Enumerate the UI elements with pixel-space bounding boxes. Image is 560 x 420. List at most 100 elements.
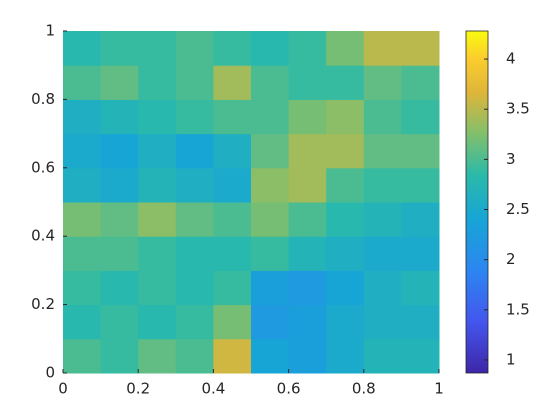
heat-cell — [326, 338, 365, 374]
heat-cell — [63, 202, 102, 237]
heat-cell — [100, 202, 139, 237]
heat-cell — [326, 65, 365, 100]
heat-cell — [401, 338, 440, 374]
heat-cell — [138, 167, 177, 203]
heat-cell — [363, 236, 402, 271]
heat-cell — [175, 31, 214, 66]
x-tick-label: 0 — [58, 380, 68, 398]
heat-cell — [288, 31, 327, 66]
colorbar — [465, 30, 489, 374]
heat-cell — [251, 99, 290, 135]
heat-cell — [175, 236, 214, 271]
y-tick-label: 0.2 — [31, 295, 55, 313]
heat-cell — [401, 202, 440, 237]
heat-cell — [63, 99, 102, 135]
heat-cell — [251, 167, 290, 203]
heat-cell — [100, 304, 139, 340]
x-tick-label: 0.6 — [277, 380, 301, 398]
heat-cell — [363, 338, 402, 374]
heat-cell — [63, 236, 102, 271]
heat-cell — [251, 236, 290, 271]
heat-cell — [401, 304, 440, 340]
heat-cell — [175, 65, 214, 100]
heat-cell — [401, 133, 440, 169]
heat-cell — [363, 133, 402, 169]
heat-cell — [100, 65, 139, 100]
heat-cell — [100, 270, 139, 306]
heat-cell — [401, 270, 440, 306]
heat-cell — [363, 65, 402, 100]
heat-cell — [63, 304, 102, 340]
heat-cell — [213, 236, 252, 271]
heat-cell — [175, 338, 214, 374]
heat-cell — [138, 338, 177, 374]
heat-cell — [363, 270, 402, 306]
heat-cell — [100, 133, 139, 169]
heat-cell — [251, 338, 290, 374]
heat-cell — [138, 31, 177, 66]
heat-cell — [100, 31, 139, 66]
heat-cell — [288, 236, 327, 271]
heat-cell — [175, 167, 214, 203]
heat-cell — [326, 304, 365, 340]
heat-cell — [401, 65, 440, 100]
colorbar-tick-label: 3 — [506, 150, 516, 168]
heat-cell — [363, 304, 402, 340]
colorbar-tick-label: 1.5 — [506, 300, 530, 318]
heat-cell — [363, 167, 402, 203]
y-tick-label: 0.6 — [31, 158, 55, 176]
heat-cell — [251, 133, 290, 169]
x-tick-label: 0.4 — [201, 380, 225, 398]
heat-cell — [213, 202, 252, 237]
heat-cell — [288, 167, 327, 203]
y-tick-label: 0.4 — [31, 227, 55, 245]
heat-cell — [213, 270, 252, 306]
heat-cell — [175, 99, 214, 135]
heat-cell — [138, 133, 177, 169]
heat-cell — [100, 338, 139, 374]
heat-cell — [213, 338, 252, 374]
colorbar-tick-label: 4 — [506, 50, 516, 68]
heat-cell — [175, 202, 214, 237]
heat-cell — [288, 270, 327, 306]
colorbar-tick-label: 3.5 — [506, 100, 530, 118]
heat-cell — [288, 99, 327, 135]
heat-cell — [326, 99, 365, 135]
heat-cell — [138, 99, 177, 135]
heat-cell — [175, 270, 214, 306]
heat-cell — [138, 65, 177, 100]
heat-cell — [326, 167, 365, 203]
heat-cell — [63, 167, 102, 203]
heat-cell — [401, 167, 440, 203]
heat-cell — [213, 99, 252, 135]
heat-cell — [363, 99, 402, 135]
heat-cell — [251, 270, 290, 306]
heat-cell — [213, 31, 252, 66]
heat-cell — [100, 167, 139, 203]
heat-cell — [63, 270, 102, 306]
heat-cell — [63, 65, 102, 100]
heat-cell — [251, 304, 290, 340]
y-tick-label: 0.8 — [31, 90, 55, 108]
heat-cell — [100, 99, 139, 135]
heat-cell — [213, 167, 252, 203]
x-tick-label: 0.2 — [126, 380, 150, 398]
heat-cell — [138, 270, 177, 306]
colorbar-tick-label: 2.5 — [506, 200, 530, 218]
heat-cell — [138, 304, 177, 340]
heat-cell — [363, 202, 402, 237]
heat-cell — [401, 31, 440, 66]
heat-cell — [288, 338, 327, 374]
heat-cell — [251, 65, 290, 100]
heat-cell — [326, 270, 365, 306]
x-tick-label: 1 — [434, 380, 444, 398]
heat-cell — [138, 236, 177, 271]
heat-cell — [138, 202, 177, 237]
x-tick-label: 0.8 — [352, 380, 376, 398]
heat-cell — [175, 133, 214, 169]
heat-cell — [401, 99, 440, 135]
heat-cell — [326, 31, 365, 66]
heat-cell — [213, 65, 252, 100]
y-tick-label: 1 — [45, 22, 55, 40]
